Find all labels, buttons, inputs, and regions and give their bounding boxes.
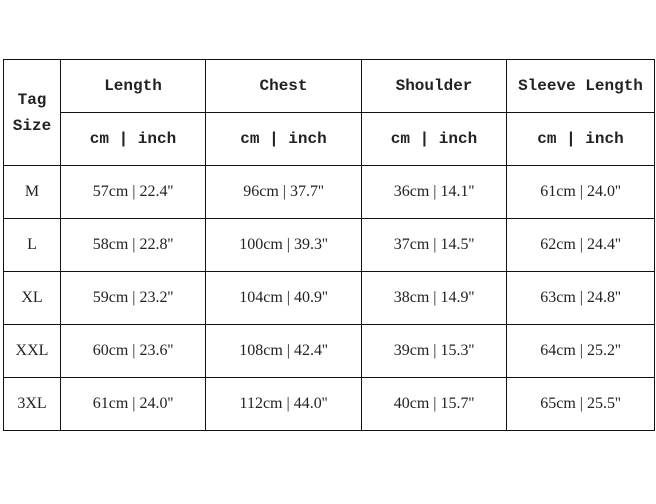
measurement-cell: 108cm | 42.4'' [205,324,362,378]
table-row: 3XL 61cm | 24.0'' 112cm | 44.0'' 40cm | 15.… [3,377,655,431]
measurement-cell: 61cm | 24.0'' [506,165,655,219]
measurement-cell: 112cm | 44.0'' [205,377,362,431]
unit-label: cm | inch [60,112,206,166]
measurement-cell: 65cm | 25.5'' [506,377,655,431]
unit-label: cm | inch [506,112,655,166]
measurement-cell: 104cm | 40.9'' [205,271,362,325]
unit-label: cm | inch [205,112,362,166]
measurement-cell: 63cm | 24.8'' [506,271,655,325]
table-row: L 58cm | 22.8'' 100cm | 39.3'' 37cm | 14.5'… [3,218,655,272]
unit-label: cm | inch [361,112,507,166]
size-cell: L [3,218,61,272]
column-header-shoulder: Shoulder [361,59,507,113]
column-header-sleeve-length: Sleeve Length [506,59,655,113]
table-row: XL 59cm | 23.2'' 104cm | 40.9'' 38cm | 14.9… [3,271,655,325]
header-row: Tag Size Length Chest Shoulder Sleeve Le… [3,59,655,166]
size-cell: M [3,165,61,219]
measurement-cell: 100cm | 39.3'' [205,218,362,272]
size-chart-table: Tag Size Length Chest Shoulder Sleeve Le… [3,59,655,431]
measurement-cell: 37cm | 14.5'' [361,218,507,272]
size-cell: XXL [3,324,61,378]
unit-row: cm | inch cm | inch cm | inch cm | inch [4,112,655,166]
measurement-cell: 96cm | 37.7'' [205,165,362,219]
measurement-cell: 61cm | 24.0'' [60,377,206,431]
measurement-cell: 57cm | 22.4'' [60,165,206,219]
tag-label: Tag [17,90,47,109]
size-cell: 3XL [3,377,61,431]
measurement-cell: 38cm | 14.9'' [361,271,507,325]
size-label: Size [12,116,52,135]
column-header-chest: Chest [205,59,362,113]
table-row: M 57cm | 22.4'' 96cm | 37.7'' 36cm | 14.1''… [3,165,655,219]
measurement-cell: 40cm | 15.7'' [361,377,507,431]
table-row: XXL 60cm | 23.6'' 108cm | 42.4'' 39cm | 15.… [3,324,655,378]
measurement-cell: 58cm | 22.8'' [60,218,206,272]
measurement-cell: 64cm | 25.2'' [506,324,655,378]
size-cell: XL [3,271,61,325]
measurement-cell: 36cm | 14.1'' [361,165,507,219]
measurement-cell: 39cm | 15.3'' [361,324,507,378]
measurement-cell: 60cm | 23.6'' [60,324,206,378]
measurement-cell: 59cm | 23.2'' [60,271,206,325]
measurement-cell: 62cm | 24.4'' [506,218,655,272]
tag-size-header: Tag Size [3,59,61,166]
column-header-length: Length [60,59,206,113]
